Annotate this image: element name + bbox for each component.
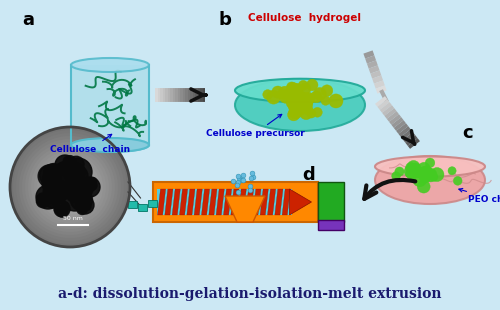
Circle shape bbox=[52, 169, 88, 205]
Circle shape bbox=[76, 196, 94, 214]
Polygon shape bbox=[209, 189, 217, 215]
Bar bbox=[128, 201, 136, 208]
Text: PEO chain: PEO chain bbox=[459, 188, 500, 204]
Circle shape bbox=[31, 148, 109, 226]
Circle shape bbox=[83, 203, 91, 210]
Polygon shape bbox=[275, 189, 283, 215]
Circle shape bbox=[54, 201, 70, 217]
Circle shape bbox=[16, 133, 124, 241]
Circle shape bbox=[37, 193, 48, 203]
Circle shape bbox=[321, 96, 330, 105]
Polygon shape bbox=[253, 189, 261, 215]
Circle shape bbox=[44, 164, 60, 180]
Circle shape bbox=[55, 172, 85, 202]
Circle shape bbox=[68, 156, 84, 172]
Circle shape bbox=[306, 79, 318, 91]
Circle shape bbox=[407, 161, 420, 173]
Polygon shape bbox=[202, 189, 209, 215]
Text: b: b bbox=[218, 11, 231, 29]
Circle shape bbox=[422, 168, 434, 180]
Circle shape bbox=[78, 197, 87, 206]
Circle shape bbox=[34, 151, 106, 223]
Circle shape bbox=[64, 160, 78, 173]
Circle shape bbox=[36, 185, 60, 209]
Circle shape bbox=[406, 162, 416, 173]
Circle shape bbox=[44, 168, 53, 177]
Circle shape bbox=[46, 163, 94, 211]
Circle shape bbox=[290, 87, 300, 97]
Polygon shape bbox=[282, 189, 290, 215]
Circle shape bbox=[298, 92, 310, 104]
Circle shape bbox=[279, 89, 293, 103]
Circle shape bbox=[37, 154, 103, 220]
Circle shape bbox=[58, 175, 82, 199]
Circle shape bbox=[59, 162, 70, 174]
Circle shape bbox=[418, 167, 429, 178]
Circle shape bbox=[300, 107, 312, 120]
Text: d: d bbox=[302, 166, 315, 184]
Bar bbox=[156, 189, 292, 215]
Ellipse shape bbox=[375, 157, 485, 177]
Circle shape bbox=[425, 158, 435, 168]
Circle shape bbox=[25, 142, 115, 232]
Bar bbox=[148, 200, 156, 207]
Circle shape bbox=[329, 94, 343, 108]
Ellipse shape bbox=[71, 138, 149, 152]
Circle shape bbox=[292, 83, 302, 95]
Circle shape bbox=[422, 167, 430, 176]
Circle shape bbox=[293, 93, 304, 104]
Polygon shape bbox=[246, 189, 254, 215]
Text: c: c bbox=[462, 124, 472, 142]
Circle shape bbox=[43, 179, 68, 204]
Circle shape bbox=[38, 165, 60, 188]
Circle shape bbox=[70, 189, 92, 211]
Circle shape bbox=[10, 127, 130, 247]
Circle shape bbox=[300, 100, 312, 112]
Circle shape bbox=[67, 184, 73, 190]
Circle shape bbox=[57, 162, 70, 175]
Circle shape bbox=[263, 90, 272, 100]
Text: a: a bbox=[22, 11, 34, 29]
Circle shape bbox=[300, 83, 311, 94]
Circle shape bbox=[64, 157, 72, 165]
Polygon shape bbox=[260, 189, 268, 215]
Circle shape bbox=[289, 105, 302, 119]
Ellipse shape bbox=[375, 156, 485, 204]
Circle shape bbox=[61, 178, 79, 196]
Circle shape bbox=[295, 92, 304, 102]
Circle shape bbox=[28, 145, 112, 229]
Circle shape bbox=[288, 108, 300, 121]
Circle shape bbox=[287, 83, 300, 96]
Circle shape bbox=[321, 85, 333, 96]
Bar bbox=[138, 204, 146, 211]
Circle shape bbox=[36, 195, 50, 208]
Circle shape bbox=[88, 181, 97, 190]
Circle shape bbox=[22, 139, 118, 235]
Circle shape bbox=[294, 91, 307, 104]
Circle shape bbox=[77, 204, 88, 215]
Circle shape bbox=[448, 167, 456, 175]
Circle shape bbox=[293, 91, 304, 102]
Circle shape bbox=[417, 170, 425, 178]
Circle shape bbox=[266, 90, 280, 104]
Circle shape bbox=[40, 165, 60, 186]
Circle shape bbox=[272, 86, 284, 98]
Circle shape bbox=[286, 97, 298, 109]
Circle shape bbox=[395, 167, 404, 176]
Circle shape bbox=[49, 166, 91, 208]
Bar bbox=[318, 220, 344, 230]
Circle shape bbox=[59, 179, 91, 211]
Circle shape bbox=[290, 97, 304, 112]
Circle shape bbox=[45, 171, 56, 182]
Ellipse shape bbox=[235, 79, 365, 102]
Circle shape bbox=[289, 91, 300, 103]
Ellipse shape bbox=[71, 138, 149, 152]
Circle shape bbox=[424, 170, 432, 179]
Circle shape bbox=[64, 158, 92, 186]
Polygon shape bbox=[268, 189, 276, 215]
Circle shape bbox=[47, 165, 58, 175]
Circle shape bbox=[56, 206, 68, 217]
Circle shape bbox=[64, 181, 76, 193]
Circle shape bbox=[82, 178, 96, 192]
